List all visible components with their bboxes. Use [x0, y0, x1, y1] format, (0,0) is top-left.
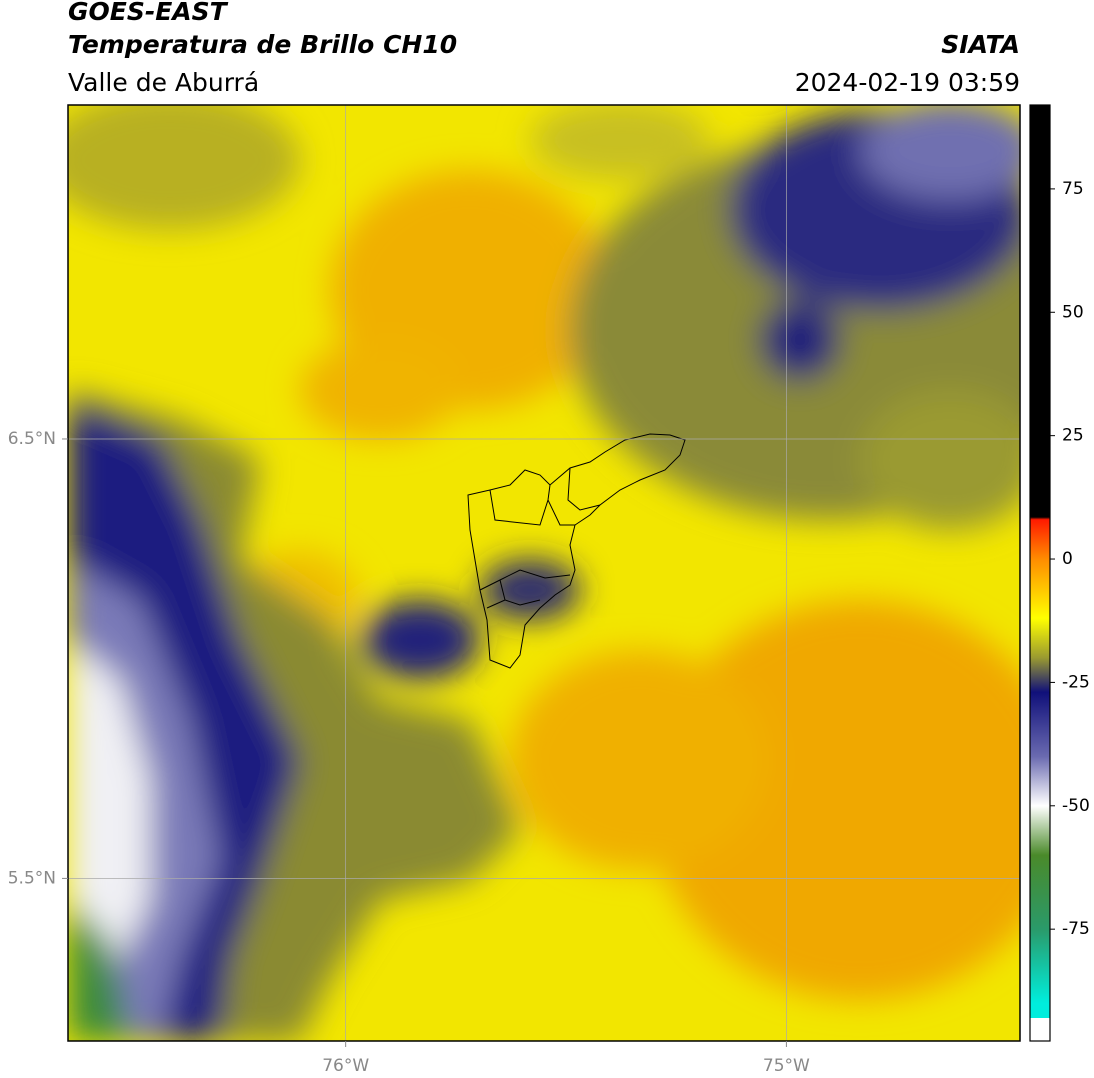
colorbar-frame [1029, 104, 1051, 1042]
lon-tick-label: 75°W [763, 1056, 810, 1076]
colorbar-tick-label: 50 [1062, 302, 1084, 322]
title: GOES-EAST [68, 0, 229, 26]
region: Valle de Aburrá [68, 68, 259, 97]
source: SIATA [941, 30, 1020, 59]
colorbar-tick-label: -25 [1062, 672, 1090, 692]
colorbar-tick-label: 25 [1062, 426, 1084, 446]
colorbar-under [1030, 1018, 1050, 1041]
lon-tick-label: 76°W [322, 1056, 369, 1076]
colorbar-tick-label: -50 [1062, 796, 1090, 816]
lat-tick-label: 6.5°N [8, 429, 56, 449]
map-frame [67, 104, 1021, 1042]
colorbar-tick-label: -75 [1062, 919, 1090, 939]
basin-boundary [467, 433, 686, 669]
datetime: 2024-02-19 03:59 [795, 68, 1020, 97]
colorbar [1030, 105, 1050, 1018]
colorbar-tick-label: 0 [1062, 549, 1073, 569]
lat-tick-label: 5.5°N [8, 868, 56, 888]
satellite-image [68, 105, 1020, 1041]
subtitle: Temperatura de Brillo CH10 [68, 30, 457, 59]
colorbar-tick-label: 75 [1062, 179, 1084, 199]
